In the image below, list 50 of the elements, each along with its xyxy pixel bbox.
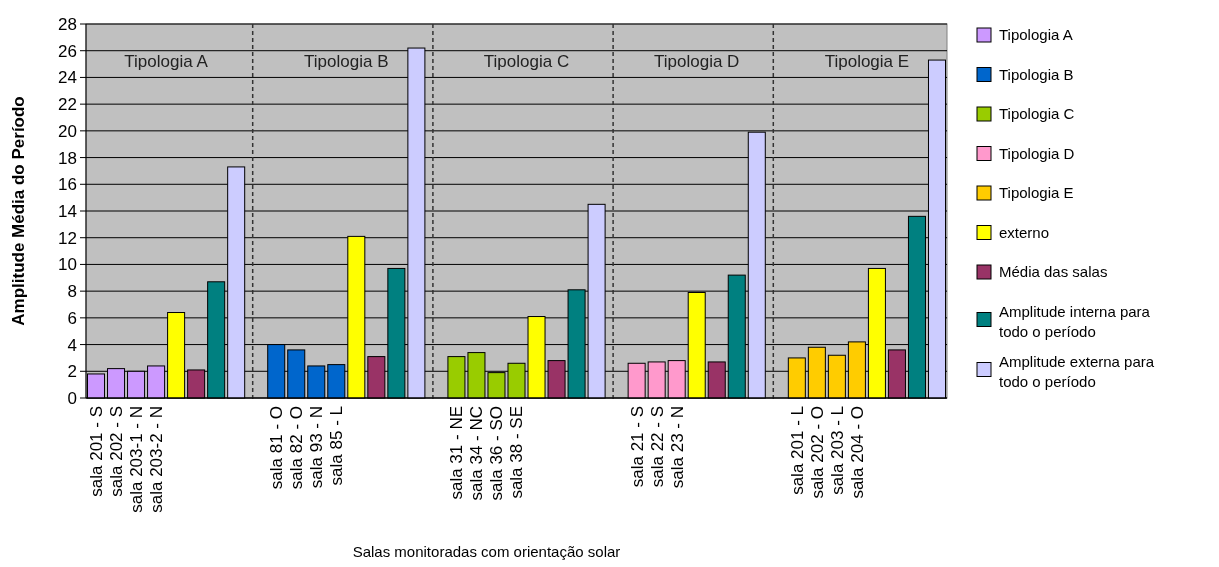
x-tick-label: sala 34 - NC [467,406,487,501]
legend-label: Tipologia B [999,65,1074,83]
legend-label: Amplitude externa para todo o período [999,352,1155,390]
x-tick-label: sala 201 - S [86,406,106,497]
y-tick-label: 12 [58,228,77,248]
annotation: Tipologia C [483,52,570,71]
annotation: Tipologia E [824,52,910,71]
x-tick-label: sala 204 - O [847,406,867,499]
x-tick-label: sala 38 - SE [507,406,527,499]
legend-label: Tipologia A [999,26,1073,43]
y-tick-label: 24 [58,68,77,88]
y-tick-label: 22 [58,95,77,115]
x-tick-label: sala 202 - S [106,406,126,497]
x-tick-label: sala 36 - SO [487,406,507,501]
x-tick-label: sala 201 - L [787,406,807,495]
annotation: Tipologia D [654,52,740,71]
y-tick-label: 0 [67,388,77,408]
x-tick-label: sala 22 - S [647,406,667,488]
y-tick-label: 28 [58,14,77,34]
y-tick-label: 4 [67,335,77,355]
y-tick-label: 26 [58,41,77,61]
y-tick-label: 16 [58,175,77,195]
annotation: Tipologia A [124,52,209,71]
annotation: Tipologia B [304,52,389,71]
x-tick-label: sala 31 - NE [447,406,467,500]
x-axis-title: Salas monitoradas com orientação solar [352,543,621,560]
y-tick-label: 14 [58,201,77,221]
x-tick-label: sala 203-1 - N [127,406,147,513]
x-tick-label: sala 203 - L [827,406,847,495]
legend-label: Tipologia E [999,184,1074,201]
legend-label: Tipologia D [999,144,1075,162]
y-tick-label: 18 [58,148,77,168]
x-tick-label: sala 202 - O [807,406,827,499]
y-axis-title: Amplitude Média do Período [9,96,28,326]
legend-label: Amplitude interna para todo o período [999,302,1151,340]
x-tick-label: sala 93 - N [307,406,327,489]
x-tick-label: sala 82 - O [287,406,307,490]
y-tick-label: 2 [67,362,77,382]
x-tick-label: sala 81 - O [267,406,287,490]
x-tick-label: sala 85 - L [327,406,347,486]
legend-label: Média das salas [999,263,1108,280]
legend-label: externo [999,223,1050,241]
y-tick-label: 8 [67,282,77,302]
legend-label: Tipologia C [999,105,1075,122]
y-tick-label: 20 [58,121,77,141]
x-tick-label: sala 203-2 - N [147,406,167,513]
x-tick-label: sala 23 - N [667,406,687,489]
y-tick-label: 10 [58,255,77,275]
y-tick-label: 6 [67,308,77,328]
x-tick-label: sala 21 - S [627,406,647,488]
